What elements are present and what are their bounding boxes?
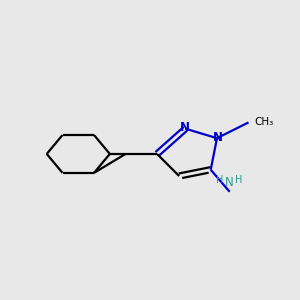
- Text: H: H: [217, 176, 224, 185]
- Text: N: N: [213, 131, 223, 144]
- Text: CH₃: CH₃: [255, 117, 274, 128]
- Text: H: H: [236, 176, 243, 185]
- Text: N: N: [180, 122, 190, 134]
- Text: N: N: [225, 176, 234, 189]
